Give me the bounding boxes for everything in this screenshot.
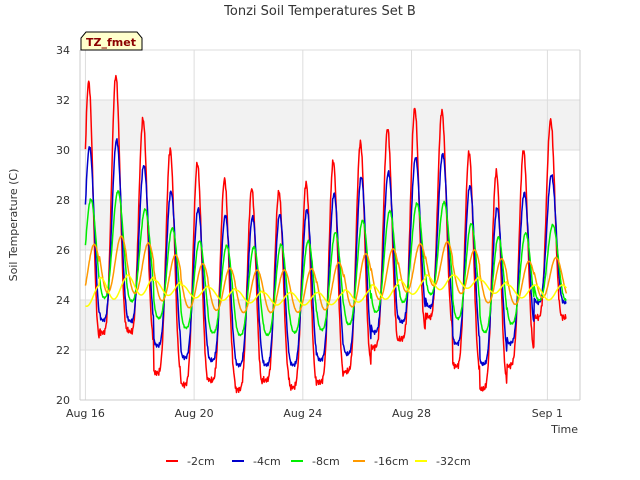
x-tick-label: Aug 20: [175, 407, 214, 420]
y-tick-label: 22: [56, 344, 70, 357]
series-line--2cm: [84, 74, 567, 394]
legend-label--16cm: -16cm: [374, 455, 409, 468]
legend: -2cm -4cm -8cm -16cm -32cm: [166, 455, 471, 468]
y-tick-label: 34: [56, 44, 70, 57]
plot-band: [80, 100, 580, 150]
y-axis-label: Soil Temperature (C): [7, 169, 20, 282]
x-tick-labels: Aug 16 Aug 20 Aug 24 Aug 28 Sep 1: [66, 407, 563, 420]
series-line--32cm: [85, 274, 568, 308]
legend-label--2cm: -2cm: [187, 455, 215, 468]
x-tick-label: Aug 24: [283, 407, 322, 420]
plot-background: [80, 50, 580, 400]
x-tick-label: Aug 28: [392, 407, 431, 420]
y-tick-label: 20: [56, 394, 70, 407]
series-line--8cm: [84, 190, 567, 337]
legend-label--8cm: -8cm: [312, 455, 340, 468]
chart-title: Tonzi Soil Temperatures Set B: [223, 4, 416, 19]
series-line--4cm: [84, 138, 567, 368]
legend-label--4cm: -4cm: [253, 455, 281, 468]
site-badge-label: TZ_fmet: [86, 36, 136, 49]
series-lines: [84, 74, 568, 394]
x-tick-label: Aug 16: [66, 407, 105, 420]
y-tick-labels: 20 22 24 26 28 30 32 34: [56, 44, 70, 407]
axes: [79, 50, 581, 401]
y-tick-label: 28: [56, 194, 70, 207]
y-tick-label: 30: [56, 144, 70, 157]
x-axis-label: Time: [550, 423, 578, 436]
legend-label--32cm: -32cm: [436, 455, 471, 468]
y-tick-label: 32: [56, 94, 70, 107]
y-tick-label: 26: [56, 244, 70, 257]
y-tick-label: 24: [56, 294, 70, 307]
x-tick-label: Sep 1: [532, 407, 563, 420]
site-badge-box: [80, 31, 143, 51]
series-line--16cm: [84, 235, 568, 314]
site-badge: TZ_fmet: [80, 31, 143, 51]
